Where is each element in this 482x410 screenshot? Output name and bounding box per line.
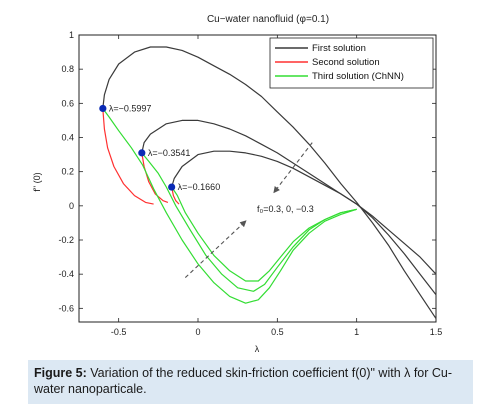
y-tick-label: 0 — [69, 201, 74, 211]
legend: First solution Second solution Third sol… — [269, 37, 434, 89]
series-line — [141, 152, 169, 203]
legend-second: Second solution — [312, 57, 380, 68]
x-tick-label: 1 — [354, 327, 359, 337]
series-line — [102, 108, 154, 205]
series-line — [141, 152, 357, 292]
axes-frame — [78, 34, 437, 323]
dashed-arrow — [184, 220, 247, 278]
series-line — [171, 186, 180, 205]
critical-point-label: λ=−0.3541 — [148, 148, 191, 158]
f0-annotation: f₀=0.3, 0, −0.3 — [257, 204, 314, 214]
y-tick-label: 0.4 — [61, 133, 74, 143]
series-line — [102, 108, 357, 304]
y-tick-label: 0.6 — [61, 98, 74, 108]
series-line — [171, 150, 437, 275]
y-tick-label: 0.2 — [61, 167, 74, 177]
y-tick-label: 0.8 — [61, 64, 74, 74]
dashed-arrow — [273, 142, 313, 194]
y-axis-label: f" (0) — [32, 172, 42, 191]
critical-point-marker — [168, 183, 176, 191]
y-axis: 1 0.8 0.6 0.4 0.2 0 -0.2 -0.4 -0.6 — [58, 30, 436, 313]
x-tick-label: 0.5 — [271, 327, 284, 337]
x-tick-label: -0.5 — [111, 327, 127, 337]
y-tick-label: -0.4 — [58, 269, 74, 279]
series-line — [141, 119, 437, 296]
critical-point-marker — [138, 149, 146, 157]
legend-first: First solution — [312, 43, 366, 54]
marker-layer: λ=−0.5997 λ=−0.3541 λ=−0.1660 — [99, 103, 220, 192]
critical-point-label: λ=−0.1660 — [178, 182, 221, 192]
critical-point-marker — [99, 104, 107, 113]
x-tick-label: 0 — [195, 327, 200, 337]
chart: Cu−water nanofluid (φ=0.1) -0.5 0 0.5 1 1.5 … — [32, 14, 443, 354]
x-tick-label: 1.5 — [430, 327, 443, 337]
x-axis-label: λ — [255, 344, 260, 354]
figure-caption: Figure 5: Variation of the reduced skin-… — [28, 360, 473, 404]
series-line — [171, 186, 357, 282]
critical-point-label: λ=−0.5997 — [109, 103, 152, 113]
arrow-layer — [184, 142, 313, 278]
chart-title: Cu−water nanofluid (φ=0.1) — [207, 14, 329, 25]
y-tick-label: 1 — [69, 30, 74, 40]
series-line — [102, 46, 437, 319]
y-tick-label: -0.2 — [58, 235, 74, 245]
legend-box — [269, 37, 434, 89]
legend-third: Third solution (ChNN) — [312, 71, 404, 82]
caption-label: Figure 5: — [34, 366, 87, 380]
caption-text: Variation of the reduced skin-friction c… — [34, 366, 453, 396]
y-tick-label: -0.6 — [58, 303, 74, 313]
series-layer — [102, 46, 437, 319]
